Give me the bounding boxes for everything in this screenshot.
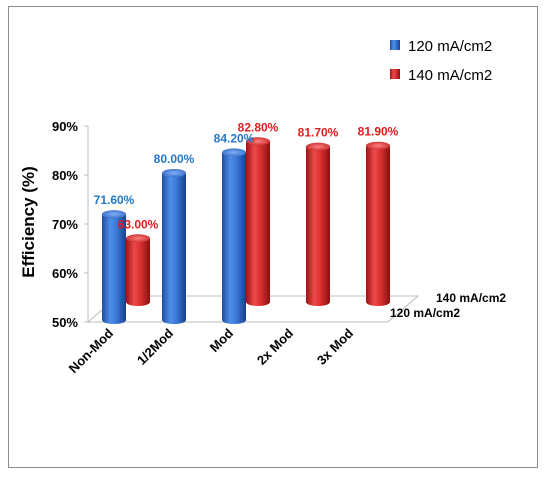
y-tick-label: 50%	[52, 315, 78, 330]
data-label: 71.60%	[94, 193, 135, 207]
data-label: 82.80%	[238, 120, 279, 134]
bar-140-ma-cm2-0	[126, 234, 150, 306]
chart-frame	[8, 6, 538, 468]
x-category-label: 1/2Mod	[134, 325, 176, 367]
bar-140-ma-cm2-3	[306, 142, 330, 306]
bar-120-ma-cm2-1	[162, 169, 186, 324]
y-axis-title: Efficiency (%)	[19, 166, 38, 277]
data-label: 84.20%	[214, 131, 255, 145]
legend: 120 mA/cm2 140 mA/cm2	[390, 38, 492, 84]
data-label: 63.00%	[118, 217, 159, 231]
bar-120-ma-cm2-2	[222, 148, 246, 324]
y-tick-label: 70%	[52, 217, 78, 232]
x-category-label: Mod	[207, 325, 237, 355]
y-tick-label: 90%	[52, 119, 78, 134]
data-label: 80.00%	[154, 152, 195, 166]
legend-label-120: 120 mA/cm2	[408, 38, 492, 55]
y-tick-label: 80%	[52, 168, 78, 183]
bar-140-ma-cm2-2	[246, 137, 270, 306]
bar-120-ma-cm2-0	[102, 210, 126, 324]
depth-label-front: 120 mA/cm2	[390, 306, 460, 320]
legend-swatch-140	[390, 69, 400, 79]
legend-label-140: 140 mA/cm2	[408, 67, 492, 84]
data-label: 81.70%	[298, 126, 339, 140]
legend-swatch-120	[390, 40, 400, 50]
x-category-label: 3x Mod	[314, 325, 356, 367]
depth-label-back: 140 mA/cm2	[436, 291, 506, 305]
data-label: 81.90%	[358, 125, 399, 139]
x-category-label: 2x Mod	[254, 325, 296, 367]
bar-140-ma-cm2-4	[366, 141, 390, 306]
y-tick-label: 60%	[52, 266, 78, 281]
x-category-label: Non-Mod	[66, 325, 116, 375]
